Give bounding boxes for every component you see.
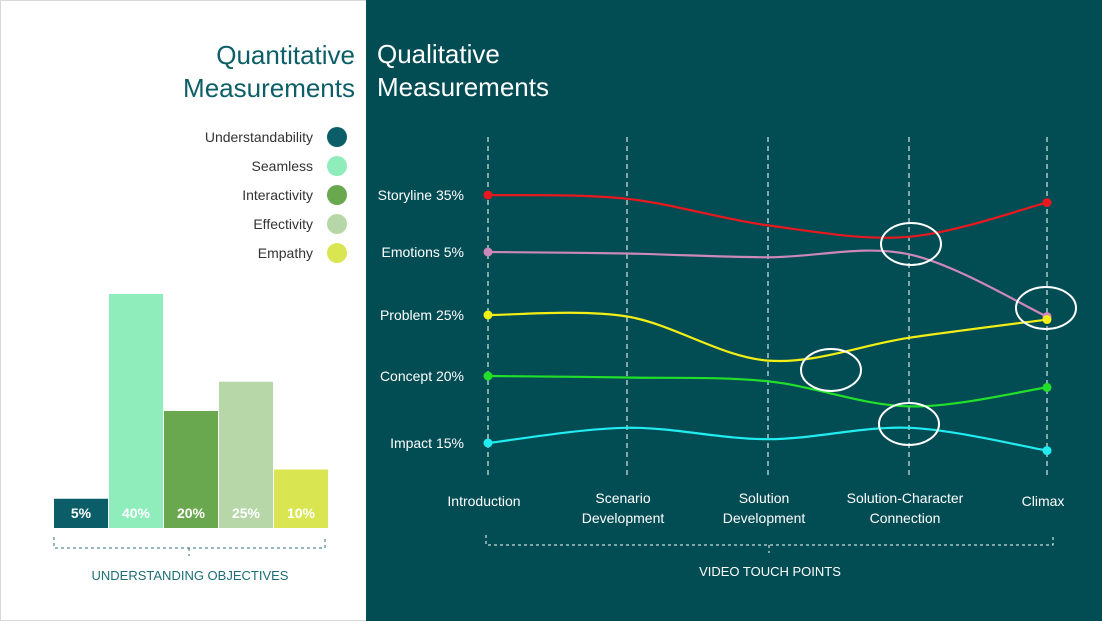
bar-data-label: 20% — [177, 505, 206, 521]
series-start-point — [483, 247, 493, 257]
legend-label: Empathy — [257, 244, 313, 261]
legend-swatch — [327, 213, 347, 234]
series-label: Emotions 5% — [382, 244, 464, 260]
qualitative-title-line-2: Measurements — [377, 72, 549, 102]
quantitative-title-line-1: Quantitative — [216, 40, 355, 70]
legend-item-interactivity: Interactivity — [205, 180, 347, 209]
x-tick-label: Connection — [870, 510, 941, 526]
bar-seamless — [109, 294, 163, 528]
quantitative-title: Quantitative Measurements — [183, 39, 355, 105]
series-label: Problem 25% — [380, 307, 464, 323]
highlight-circle — [800, 348, 862, 392]
highlight-circle — [1015, 286, 1077, 330]
bar-bracket — [53, 537, 326, 556]
series-line-impact — [487, 426, 1048, 452]
legend-swatch — [327, 242, 347, 263]
series-start-point — [483, 438, 493, 448]
series-end-point — [1042, 315, 1052, 325]
legend-item-effectivity: Effectivity — [205, 209, 347, 238]
legend-swatch — [327, 184, 347, 205]
quantitative-title-line-2: Measurements — [183, 73, 355, 103]
bar-legend: Understandability Seamless Interactivity… — [205, 122, 347, 267]
bar-effectivity — [219, 381, 273, 528]
qualitative-title: Qualitative Measurements — [377, 38, 549, 104]
qualitative-panel: Qualitative Measurements — [366, 0, 1102, 621]
legend-item-empathy: Empathy — [205, 238, 347, 267]
series-start-point — [483, 310, 493, 320]
series-end-point — [1042, 446, 1052, 456]
legend-label: Interactivity — [242, 186, 313, 203]
bar-understandability — [54, 498, 108, 528]
series-start-point — [483, 371, 493, 381]
legend-item-understandability: Understandability — [205, 122, 347, 151]
x-tick-label: Development — [723, 510, 806, 526]
series-line-problem — [487, 311, 1048, 363]
series-line-storyline — [487, 193, 1048, 239]
series-line-concept — [487, 374, 1048, 408]
x-tick-label: Development — [582, 510, 665, 526]
legend-label: Seamless — [251, 157, 313, 174]
bar-x-axis-label: UNDERSTANDING OBJECTIVES — [92, 568, 289, 583]
bar-interactivity — [164, 411, 218, 528]
legend-swatch — [327, 126, 347, 147]
x-tick-label: Introduction — [447, 493, 520, 509]
highlight-circle — [880, 222, 942, 266]
x-tick-label: Solution-Character — [847, 490, 964, 506]
legend-item-seamless: Seamless — [205, 151, 347, 180]
qualitative-title-line-1: Qualitative — [377, 39, 500, 69]
series-line-emotions — [487, 249, 1048, 318]
series-end-point — [1042, 198, 1052, 208]
series-start-point — [483, 190, 493, 200]
bar-empathy — [274, 469, 328, 528]
line-x-axis-label: VIDEO TOUCH POINTS — [699, 564, 841, 579]
bar-data-label: 10% — [287, 505, 316, 521]
x-tick-label: Solution — [739, 490, 790, 506]
series-label: Concept 20% — [380, 368, 464, 384]
bar-data-label: 40% — [122, 505, 151, 521]
highlight-circle — [878, 402, 940, 446]
legend-label: Understandability — [204, 128, 313, 145]
series-end-point — [1042, 382, 1052, 392]
x-tick-label: Scenario — [595, 490, 650, 506]
bar-data-label: 25% — [232, 505, 261, 521]
legend-label: Effectivity — [253, 215, 313, 232]
x-tick-label: Climax — [1022, 493, 1065, 509]
bar-data-label: 5% — [71, 505, 92, 521]
series-label: Impact 15% — [390, 435, 464, 451]
series-label: Storyline 35% — [378, 187, 464, 203]
legend-swatch — [327, 155, 347, 176]
line-bracket — [485, 535, 1054, 553]
